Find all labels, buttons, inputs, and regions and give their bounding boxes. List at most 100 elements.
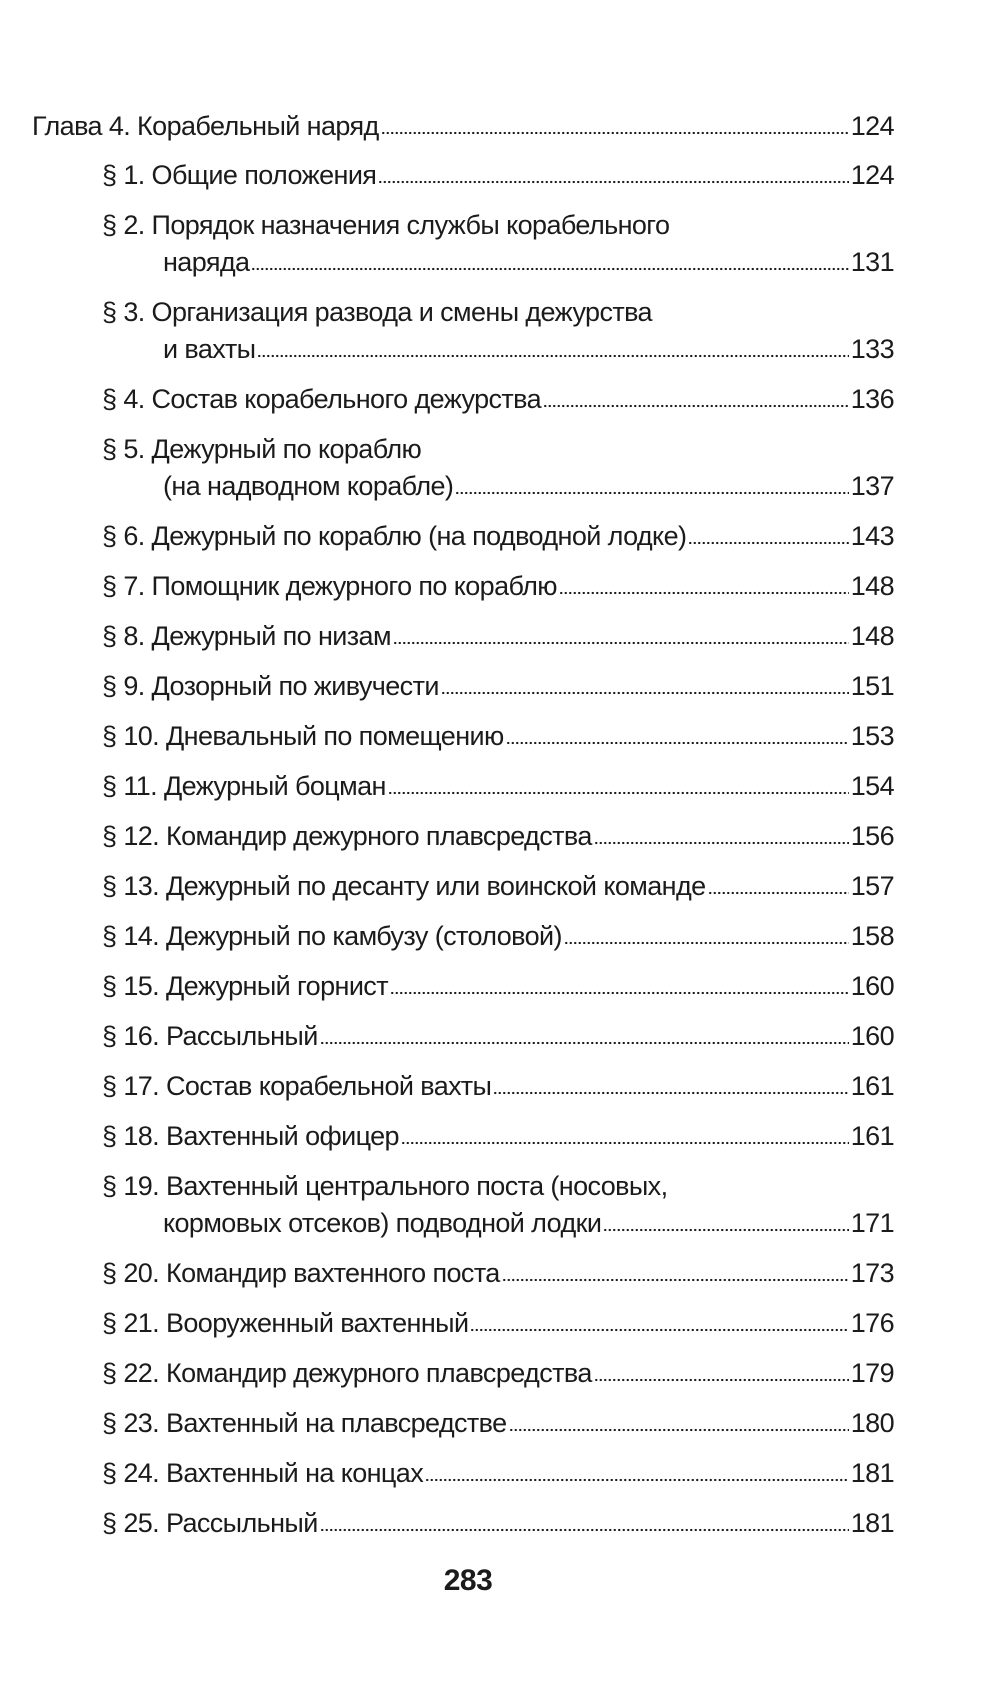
toc-entry-title: § 24. Вахтенный на концах <box>102 1458 424 1488</box>
toc-section-entry: § 3. Организация развода и смены дежурст… <box>32 294 895 368</box>
toc-entry-line: наряда 131 <box>32 244 895 281</box>
toc-entry-line: § 24. Вахтенный на концах 181 <box>32 1455 895 1492</box>
toc-entry-page: 181 <box>850 1458 895 1488</box>
toc-section-entry: § 24. Вахтенный на концах 181 <box>32 1455 895 1492</box>
toc-entry-line: § 2. Порядок назначения службы корабельн… <box>32 207 894 244</box>
dot-leader <box>425 1478 849 1482</box>
toc-entry-title: § 6. Дежурный по кораблю (на подводной л… <box>102 521 687 551</box>
toc-entry-title: § 14. Дежурный по камбузу (столовой) <box>102 921 562 951</box>
toc-entry-title: § 8. Дежурный по низам <box>102 621 392 651</box>
toc-entry-title: § 2. Порядок назначения службы корабельн… <box>102 210 670 240</box>
dot-leader <box>501 1278 849 1282</box>
dot-leader <box>380 131 849 135</box>
table-of-contents: Глава 4. Корабельный наряд 124 § 1. Общие … <box>32 108 895 1555</box>
toc-entry-page: 143 <box>850 521 895 551</box>
toc-entry-page: 176 <box>850 1308 895 1338</box>
toc-entry-page: 161 <box>850 1071 895 1101</box>
toc-section-entry: § 14. Дежурный по камбузу (столовой) 158 <box>32 918 895 955</box>
dot-leader <box>505 741 849 745</box>
dot-leader <box>378 180 849 184</box>
dot-leader <box>593 1378 849 1382</box>
toc-section-entry: § 19. Вахтенный центрального поста (носо… <box>32 1168 895 1242</box>
toc-entry-line: § 6. Дежурный по кораблю (на подводной л… <box>32 518 895 555</box>
toc-entry-line: § 14. Дежурный по камбузу (столовой) 158 <box>32 918 895 955</box>
toc-entry-page: 153 <box>850 721 895 751</box>
toc-entry-line: § 23. Вахтенный на плавсредстве 180 <box>32 1405 895 1442</box>
toc-entry-page: 154 <box>850 771 895 801</box>
toc-section-entry: § 7. Помощник дежурного по кораблю 148 <box>32 568 895 605</box>
toc-entry-page: 171 <box>850 1208 895 1238</box>
toc-entry-page: 148 <box>850 571 895 601</box>
toc-section-entry: § 9. Дозорный по живучести 151 <box>32 668 895 705</box>
toc-entry-title: § 15. Дежурный горнист <box>102 971 389 1001</box>
dot-leader <box>440 691 849 695</box>
toc-section-entry: § 15. Дежурный горнист 160 <box>32 968 895 1005</box>
toc-section-entry: § 21. Вооруженный вахтенный 176 <box>32 1305 895 1342</box>
toc-entry-page: 157 <box>850 871 895 901</box>
toc-entry-page: 133 <box>850 334 895 364</box>
toc-entry-line: Глава 4. Корабельный наряд 124 <box>32 108 895 145</box>
toc-section-entry: § 1. Общие положения 124 <box>32 157 895 194</box>
toc-section-entry: § 11. Дежурный боцман 154 <box>32 768 895 805</box>
toc-entry-page: 156 <box>850 821 895 851</box>
toc-entry-title: § 21. Вооруженный вахтенный <box>102 1308 469 1338</box>
toc-entry-page: 124 <box>850 111 895 141</box>
toc-entry-title: § 3. Организация развода и смены дежурст… <box>102 297 653 327</box>
toc-entry-line: § 1. Общие положения 124 <box>32 157 895 194</box>
toc-section-entry: § 12. Командир дежурного плавсредства 156 <box>32 818 895 855</box>
toc-entry-line: § 17. Состав корабельной вахты 161 <box>32 1068 895 1105</box>
toc-entry-page: 137 <box>850 471 895 501</box>
toc-entry-title: § 4. Состав корабельного дежурства <box>102 384 542 414</box>
toc-entry-line: § 5. Дежурный по кораблю <box>32 431 894 468</box>
toc-section-entry: § 18. Вахтенный офицер 161 <box>32 1118 895 1155</box>
toc-entry-line: § 15. Дежурный горнист 160 <box>32 968 895 1005</box>
toc-entry-page: 148 <box>850 621 895 651</box>
toc-entry-page: 161 <box>850 1121 895 1151</box>
toc-entry-title: кормовых отсеков) подводной лодки <box>163 1208 602 1238</box>
toc-entry-page: 160 <box>850 971 895 1001</box>
toc-entry-title: § 18. Вахтенный офицер <box>102 1121 400 1151</box>
toc-section-entry: § 8. Дежурный по низам 148 <box>32 618 895 655</box>
toc-entry-line: (на надводном корабле) 137 <box>32 468 895 505</box>
toc-section-entry: § 5. Дежурный по кораблю (на надводном ко… <box>32 431 895 505</box>
toc-entry-title: и вахты <box>163 334 256 364</box>
dot-leader <box>257 354 849 358</box>
toc-entry-title: § 13. Дежурный по десанту или воинской к… <box>102 871 706 901</box>
toc-entry-page: 173 <box>850 1258 895 1288</box>
toc-section-entry: § 6. Дежурный по кораблю (на подводной л… <box>32 518 895 555</box>
dot-leader <box>400 1141 849 1145</box>
toc-entry-title: § 5. Дежурный по кораблю <box>102 434 422 464</box>
toc-entry-line: § 21. Вооруженный вахтенный 176 <box>32 1305 895 1342</box>
toc-entry-page: 124 <box>850 160 895 190</box>
toc-section-entry: § 2. Порядок назначения службы корабельн… <box>32 207 895 281</box>
toc-entry-line: § 12. Командир дежурного плавсредства 156 <box>32 818 895 855</box>
toc-entry-title: § 10. Дневальный по помещению <box>102 721 504 751</box>
dot-leader <box>707 891 849 895</box>
toc-entry-page: 151 <box>850 671 895 701</box>
toc-section-entry: § 20. Командир вахтенного поста 173 <box>32 1255 895 1292</box>
toc-entry-line: § 7. Помощник дежурного по кораблю 148 <box>32 568 895 605</box>
toc-section-entry: § 16. Рассыльный 160 <box>32 1018 895 1055</box>
toc-entry-line: § 4. Состав корабельного дежурства 136 <box>32 381 895 418</box>
toc-entry-title: § 12. Командир дежурного плавсредства <box>102 821 592 851</box>
toc-entry-page: 131 <box>850 247 895 277</box>
toc-entry-line: § 8. Дежурный по низам 148 <box>32 618 895 655</box>
toc-entry-title: § 23. Вахтенный на плавсредстве <box>102 1408 507 1438</box>
toc-entry-line: § 20. Командир вахтенного поста 173 <box>32 1255 895 1292</box>
toc-entry-title: § 9. Дозорный по живучести <box>102 671 439 701</box>
toc-entry-title: § 7. Помощник дежурного по кораблю <box>102 571 558 601</box>
toc-section-entry: § 13. Дежурный по десанту или воинской к… <box>32 868 895 905</box>
dot-leader <box>392 641 849 645</box>
dot-leader <box>603 1228 849 1232</box>
dot-leader <box>470 1328 849 1332</box>
toc-entry-line: § 11. Дежурный боцман 154 <box>32 768 895 805</box>
toc-entry-line: § 22. Командир дежурного плавсредства 179 <box>32 1355 895 1392</box>
toc-section-entry: § 17. Состав корабельной вахты 161 <box>32 1068 895 1105</box>
toc-entry-line: § 25. Рассыльный 181 <box>32 1505 895 1542</box>
toc-entry-page: 181 <box>850 1508 895 1538</box>
toc-chapter-entry: Глава 4. Корабельный наряд 124 <box>32 108 895 145</box>
toc-entry-line: и вахты 133 <box>32 331 895 368</box>
toc-entry-line: § 13. Дежурный по десанту или воинской к… <box>32 868 895 905</box>
toc-entry-page: 179 <box>850 1358 895 1388</box>
dot-leader <box>319 1528 849 1532</box>
